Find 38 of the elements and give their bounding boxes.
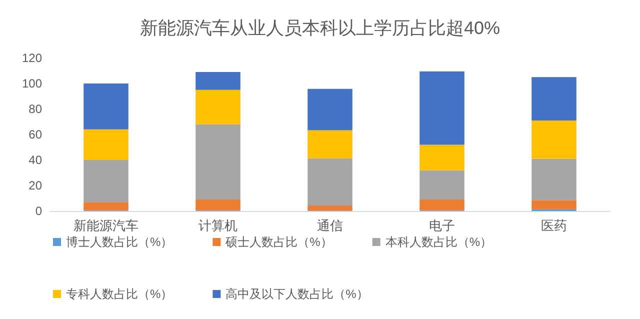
y-tick-label: 80 bbox=[28, 102, 42, 116]
bar bbox=[196, 124, 240, 200]
bar bbox=[308, 158, 352, 206]
bar bbox=[420, 144, 464, 170]
x-tick-label: 新能源汽车 bbox=[74, 218, 138, 233]
x-tick-label: 医药 bbox=[541, 218, 567, 233]
bar bbox=[196, 90, 240, 124]
bar bbox=[308, 88, 352, 130]
bar bbox=[196, 72, 240, 90]
bar bbox=[84, 129, 128, 160]
bar bbox=[532, 120, 576, 159]
bar bbox=[308, 206, 352, 211]
legend-label: 本科人数占比（%） bbox=[385, 235, 492, 249]
bar bbox=[420, 170, 464, 200]
y-tick-label: 120 bbox=[22, 51, 42, 65]
bar bbox=[532, 200, 576, 210]
y-tick-label: 100 bbox=[22, 76, 42, 90]
bar bbox=[196, 200, 240, 210]
x-tick-label: 计算机 bbox=[198, 218, 238, 233]
legend-label: 高中及以下人数占比（%） bbox=[226, 287, 368, 301]
bar bbox=[420, 71, 464, 145]
legend-label: 硕士人数占比（%） bbox=[224, 235, 332, 249]
y-tick-label: 20 bbox=[28, 178, 42, 192]
legend-label: 博士人数占比（%） bbox=[66, 235, 173, 249]
bar bbox=[84, 202, 128, 210]
chart-title: 新能源汽车从业人员本科以上学历占比超40% bbox=[140, 18, 500, 38]
bar bbox=[84, 160, 128, 202]
x-tick-label: 通信 bbox=[317, 218, 343, 233]
y-tick-label: 60 bbox=[28, 128, 42, 142]
bar bbox=[308, 130, 352, 158]
x-tick-label: 电子 bbox=[429, 218, 455, 233]
bar bbox=[532, 158, 576, 200]
bar bbox=[84, 84, 128, 130]
bar bbox=[532, 77, 576, 120]
bar bbox=[420, 200, 464, 210]
y-tick-label: 40 bbox=[28, 153, 42, 167]
legend-label: 专科人数占比（%） bbox=[66, 287, 173, 301]
y-tick-label: 0 bbox=[35, 204, 42, 218]
